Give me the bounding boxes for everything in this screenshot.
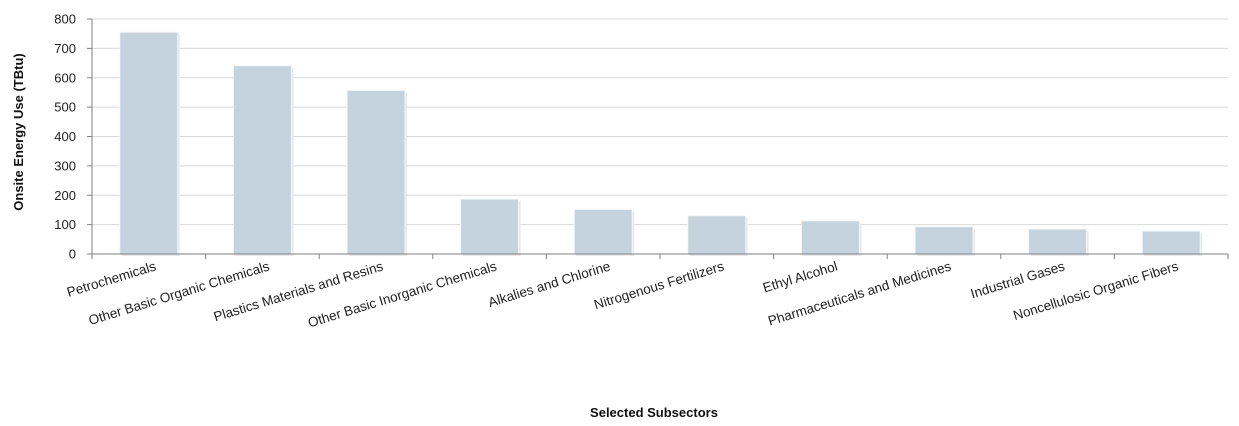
x-tick-label: Other Basic Organic Chemicals — [87, 258, 272, 327]
y-tick-label: 600 — [54, 70, 76, 85]
y-tick-label: 100 — [54, 217, 76, 232]
y-tick-label: 700 — [54, 41, 76, 56]
bar — [914, 226, 974, 255]
x-tick-label: Industrial Gases — [969, 258, 1067, 301]
y-tick-label: 200 — [54, 188, 76, 203]
x-tick-label: Pharmaceuticals and Medicines — [766, 258, 953, 328]
bar — [1141, 230, 1201, 255]
bar — [800, 220, 860, 255]
bar — [232, 65, 292, 255]
bar — [119, 31, 179, 255]
bars — [119, 31, 1203, 256]
x-tick-label: Other Basic Inorganic Chemicals — [306, 258, 499, 330]
x-axis-title: Selected Subsectors — [590, 405, 718, 420]
y-tick-label: 400 — [54, 129, 76, 144]
bar — [687, 215, 747, 255]
bar — [1028, 228, 1088, 255]
bar — [346, 89, 406, 255]
bar — [460, 198, 520, 255]
y-tick-label: 0 — [69, 247, 76, 262]
x-tick-label: Nitrogenous Fertilizers — [592, 258, 726, 312]
bar — [573, 208, 633, 255]
y-axis-title: Onsite Energy Use (TBtu) — [11, 53, 26, 210]
y-tick-label: 500 — [54, 100, 76, 115]
x-tick-label: Ethyl Alcohol — [761, 259, 839, 296]
y-tick-label: 300 — [54, 158, 76, 173]
x-tick-label: Petrochemicals — [65, 258, 158, 299]
y-tick-labels: 0 100 200 300 400 500 600 700 800 — [54, 12, 76, 262]
y-tick-label: 800 — [54, 12, 76, 27]
